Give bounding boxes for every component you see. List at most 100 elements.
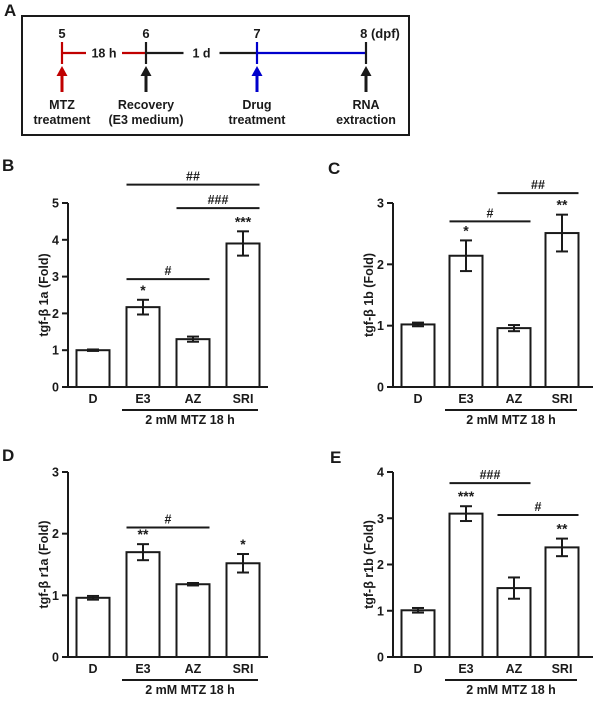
significance-stars-C-SRI: ** [557,197,568,213]
category-label-C-SRI: SRI [552,392,573,406]
category-label-C-E3: E3 [458,392,473,406]
y-tick-label: 4 [52,233,59,247]
comparison-label-C: ## [531,178,545,192]
timeline-day-label: 5 [58,26,65,41]
comparison-label-E: ### [480,468,501,482]
category-label-D-SRI: SRI [233,662,254,676]
significance-stars-D-E3: ** [138,526,149,542]
category-label-C-D: D [413,392,422,406]
category-label-D-D: D [88,662,97,676]
timeline-event-label: Recovery [118,98,174,112]
comparison-label-B: ### [208,193,229,207]
bar-B-AZ [175,338,211,389]
bar-B-D [75,349,111,389]
timeline-day-label: 6 [142,26,149,41]
y-tick-label: 0 [377,381,384,395]
group-label-E: 2 mM MTZ 18 h [466,683,556,697]
panel-label-a: A [4,1,17,20]
y-tick-label: 5 [52,197,59,211]
comparison-label-D: # [165,513,172,527]
bar-E-SRI [544,546,580,659]
y-axis-label-D: tgf-β r1a (Fold) [37,520,51,608]
timeline-event-label: Drug [242,98,271,112]
category-label-D-AZ: AZ [185,662,202,676]
y-axis-label-E: tgf-β r1b (Fold) [362,520,376,609]
significance-stars-E-E3: *** [458,488,475,504]
up-arrow-icon [251,66,263,76]
y-tick-label: 4 [377,466,384,480]
timeline-event-label: MTZ [49,98,75,112]
y-tick-label: 1 [52,344,59,358]
up-arrow-icon [360,66,372,76]
panel-label-c: C [328,159,341,178]
category-label-B-E3: E3 [135,392,150,406]
chart-panel-D: 0 1 2 3 tgf-β r1a (Fold) D ** E3 AZ * SRI #2 mM MTZ… [37,466,268,697]
bar-C-E3 [448,254,484,388]
timeline-event-label: treatment [34,113,92,127]
y-tick-label: 3 [52,466,59,480]
bar-C-SRI [544,232,580,388]
y-tick-label: 2 [52,307,59,321]
y-tick-label: 1 [377,319,384,333]
bar-E-D [400,609,436,658]
category-label-E-SRI: SRI [552,662,573,676]
group-label-D: 2 mM MTZ 18 h [145,683,235,697]
category-label-E-E3: E3 [458,662,473,676]
y-tick-label: 2 [52,527,59,541]
bar-D-D [75,596,111,658]
significance-stars-D-SRI: * [240,536,246,552]
category-label-B-SRI: SRI [233,392,254,406]
bar-B-E3 [125,306,161,389]
y-tick-label: 3 [377,512,384,526]
timeline-event-label: RNA [352,98,379,112]
timeline-day-label: 8 (dpf) [360,26,400,41]
timeline-event-label: extraction [336,113,396,127]
bar-E-E3 [448,512,484,658]
bar-B-SRI [225,242,261,388]
timeline-border-box [21,15,410,136]
y-tick-label: 0 [52,381,59,395]
timeline-interval-label: 1 d [192,47,210,61]
y-tick-label: 1 [377,604,384,618]
bar-D-E3 [125,551,161,659]
comparison-label-E: # [535,500,542,514]
timeline-day-label: 7 [253,26,260,41]
timeline-interval-label: 18 h [91,47,116,61]
panel-label-b: B [2,156,15,175]
group-label-B: 2 mM MTZ 18 h [145,413,235,427]
comparison-label-C: # [487,206,494,220]
bar-D-SRI [225,562,261,658]
significance-stars-E-SRI: ** [557,521,568,537]
category-label-B-AZ: AZ [185,392,202,406]
y-tick-label: 0 [52,651,59,665]
bar-D-AZ [175,583,211,659]
y-tick-label: 1 [52,589,59,603]
comparison-label-B: ## [186,170,200,184]
up-arrow-icon [140,66,152,76]
category-label-D-E3: E3 [135,662,150,676]
category-label-E-D: D [413,662,422,676]
bar-C-D [400,323,436,389]
y-axis-label-B: tgf-β 1a (Fold) [37,253,51,336]
significance-stars-C-E3: * [463,222,469,238]
comparison-label-B: # [165,264,172,278]
significance-stars-B-SRI: *** [235,213,252,229]
timeline-event-label: treatment [229,113,287,127]
y-tick-label: 3 [377,197,384,211]
y-tick-label: 3 [52,270,59,284]
y-axis-label-C: tgf-β 1b (Fold) [362,253,376,337]
significance-stars-B-E3: * [140,282,146,298]
y-tick-label: 2 [377,258,384,272]
timeline-event-label: (E3 medium) [108,113,183,127]
category-label-E-AZ: AZ [506,662,523,676]
group-label-C: 2 mM MTZ 18 h [466,413,556,427]
category-label-B-D: D [88,392,97,406]
panel-label-e: E [330,448,342,467]
category-label-C-AZ: AZ [506,392,523,406]
